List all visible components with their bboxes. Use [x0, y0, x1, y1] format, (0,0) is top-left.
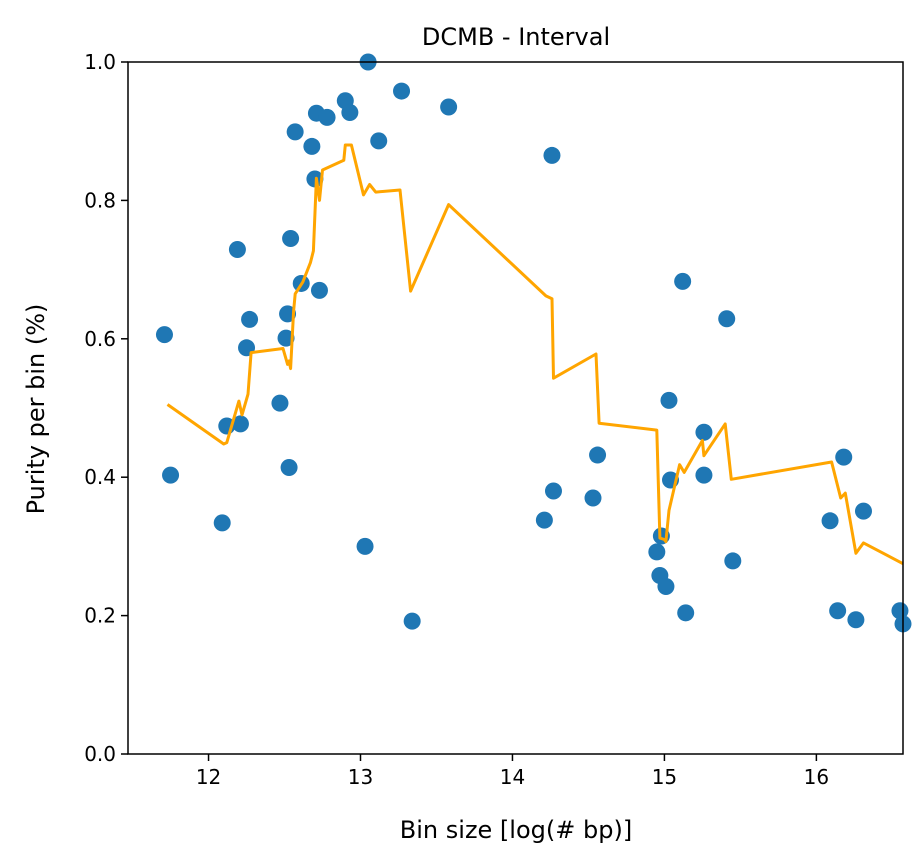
scatter-point	[356, 537, 374, 555]
y-tick-label: 0.4	[84, 465, 116, 489]
scatter-point	[695, 423, 713, 441]
scatter-point	[847, 611, 865, 629]
scatter-point	[854, 502, 872, 520]
scatter-point	[718, 310, 736, 328]
scatter-point	[543, 146, 561, 164]
scatter-point	[657, 578, 675, 596]
scatter-point	[584, 489, 602, 507]
scatter-point	[213, 514, 231, 532]
line-series	[166, 143, 904, 566]
x-tick-label: 16	[804, 765, 829, 789]
scatter-point	[891, 602, 909, 620]
scatter-point	[648, 543, 666, 561]
x-tick-label: 15	[652, 765, 677, 789]
scatter-point	[280, 459, 298, 477]
x-tick-label: 13	[348, 765, 373, 789]
scatter-point	[286, 123, 304, 141]
y-tick-label: 0.8	[84, 188, 116, 212]
plot-frame	[127, 61, 904, 755]
scatter-point	[829, 602, 847, 620]
scatter-point	[660, 391, 678, 409]
y-tick-label: 0.2	[84, 604, 116, 628]
scatter-point	[403, 612, 421, 630]
scatter-point	[318, 108, 336, 126]
trend-line	[166, 143, 904, 566]
axis-ticks: 12 13 14 15 16 0.0 0.2 0.4 0.6 0.8 1.0	[84, 50, 829, 789]
scatter-point	[231, 415, 249, 433]
y-tick-label: 0.0	[84, 742, 116, 766]
scatter-point	[835, 448, 853, 466]
scatter-point	[440, 98, 458, 116]
scatter-point	[695, 466, 713, 484]
x-tick-label: 14	[500, 765, 525, 789]
x-tick-label: 12	[196, 765, 221, 789]
scatter-point	[341, 104, 359, 122]
y-tick-label: 0.6	[84, 327, 116, 351]
scatter-point	[155, 326, 173, 344]
scatter-point	[724, 552, 742, 570]
scatter-point	[535, 511, 553, 529]
scatter-point	[589, 446, 607, 464]
scatter-point	[393, 82, 411, 100]
scatter-point	[271, 394, 289, 412]
scatter-point	[674, 272, 692, 290]
scatter-point	[303, 137, 321, 155]
scatter-point	[544, 482, 562, 500]
scatter-point	[677, 604, 695, 622]
scatter-point	[821, 512, 839, 530]
chart-title: DCMB - Interval	[422, 23, 610, 51]
scatter-point	[228, 241, 246, 259]
scatter-point	[162, 466, 180, 484]
y-axis-label: Purity per bin (%)	[22, 304, 50, 515]
scatter-point	[241, 310, 259, 328]
x-axis-label: Bin size [log(# bp)]	[400, 816, 632, 844]
scatter-point	[310, 281, 328, 299]
scatter-point	[370, 132, 388, 150]
y-tick-label: 1.0	[84, 50, 116, 74]
scatter-point	[282, 229, 300, 247]
scatter-point	[277, 329, 295, 347]
